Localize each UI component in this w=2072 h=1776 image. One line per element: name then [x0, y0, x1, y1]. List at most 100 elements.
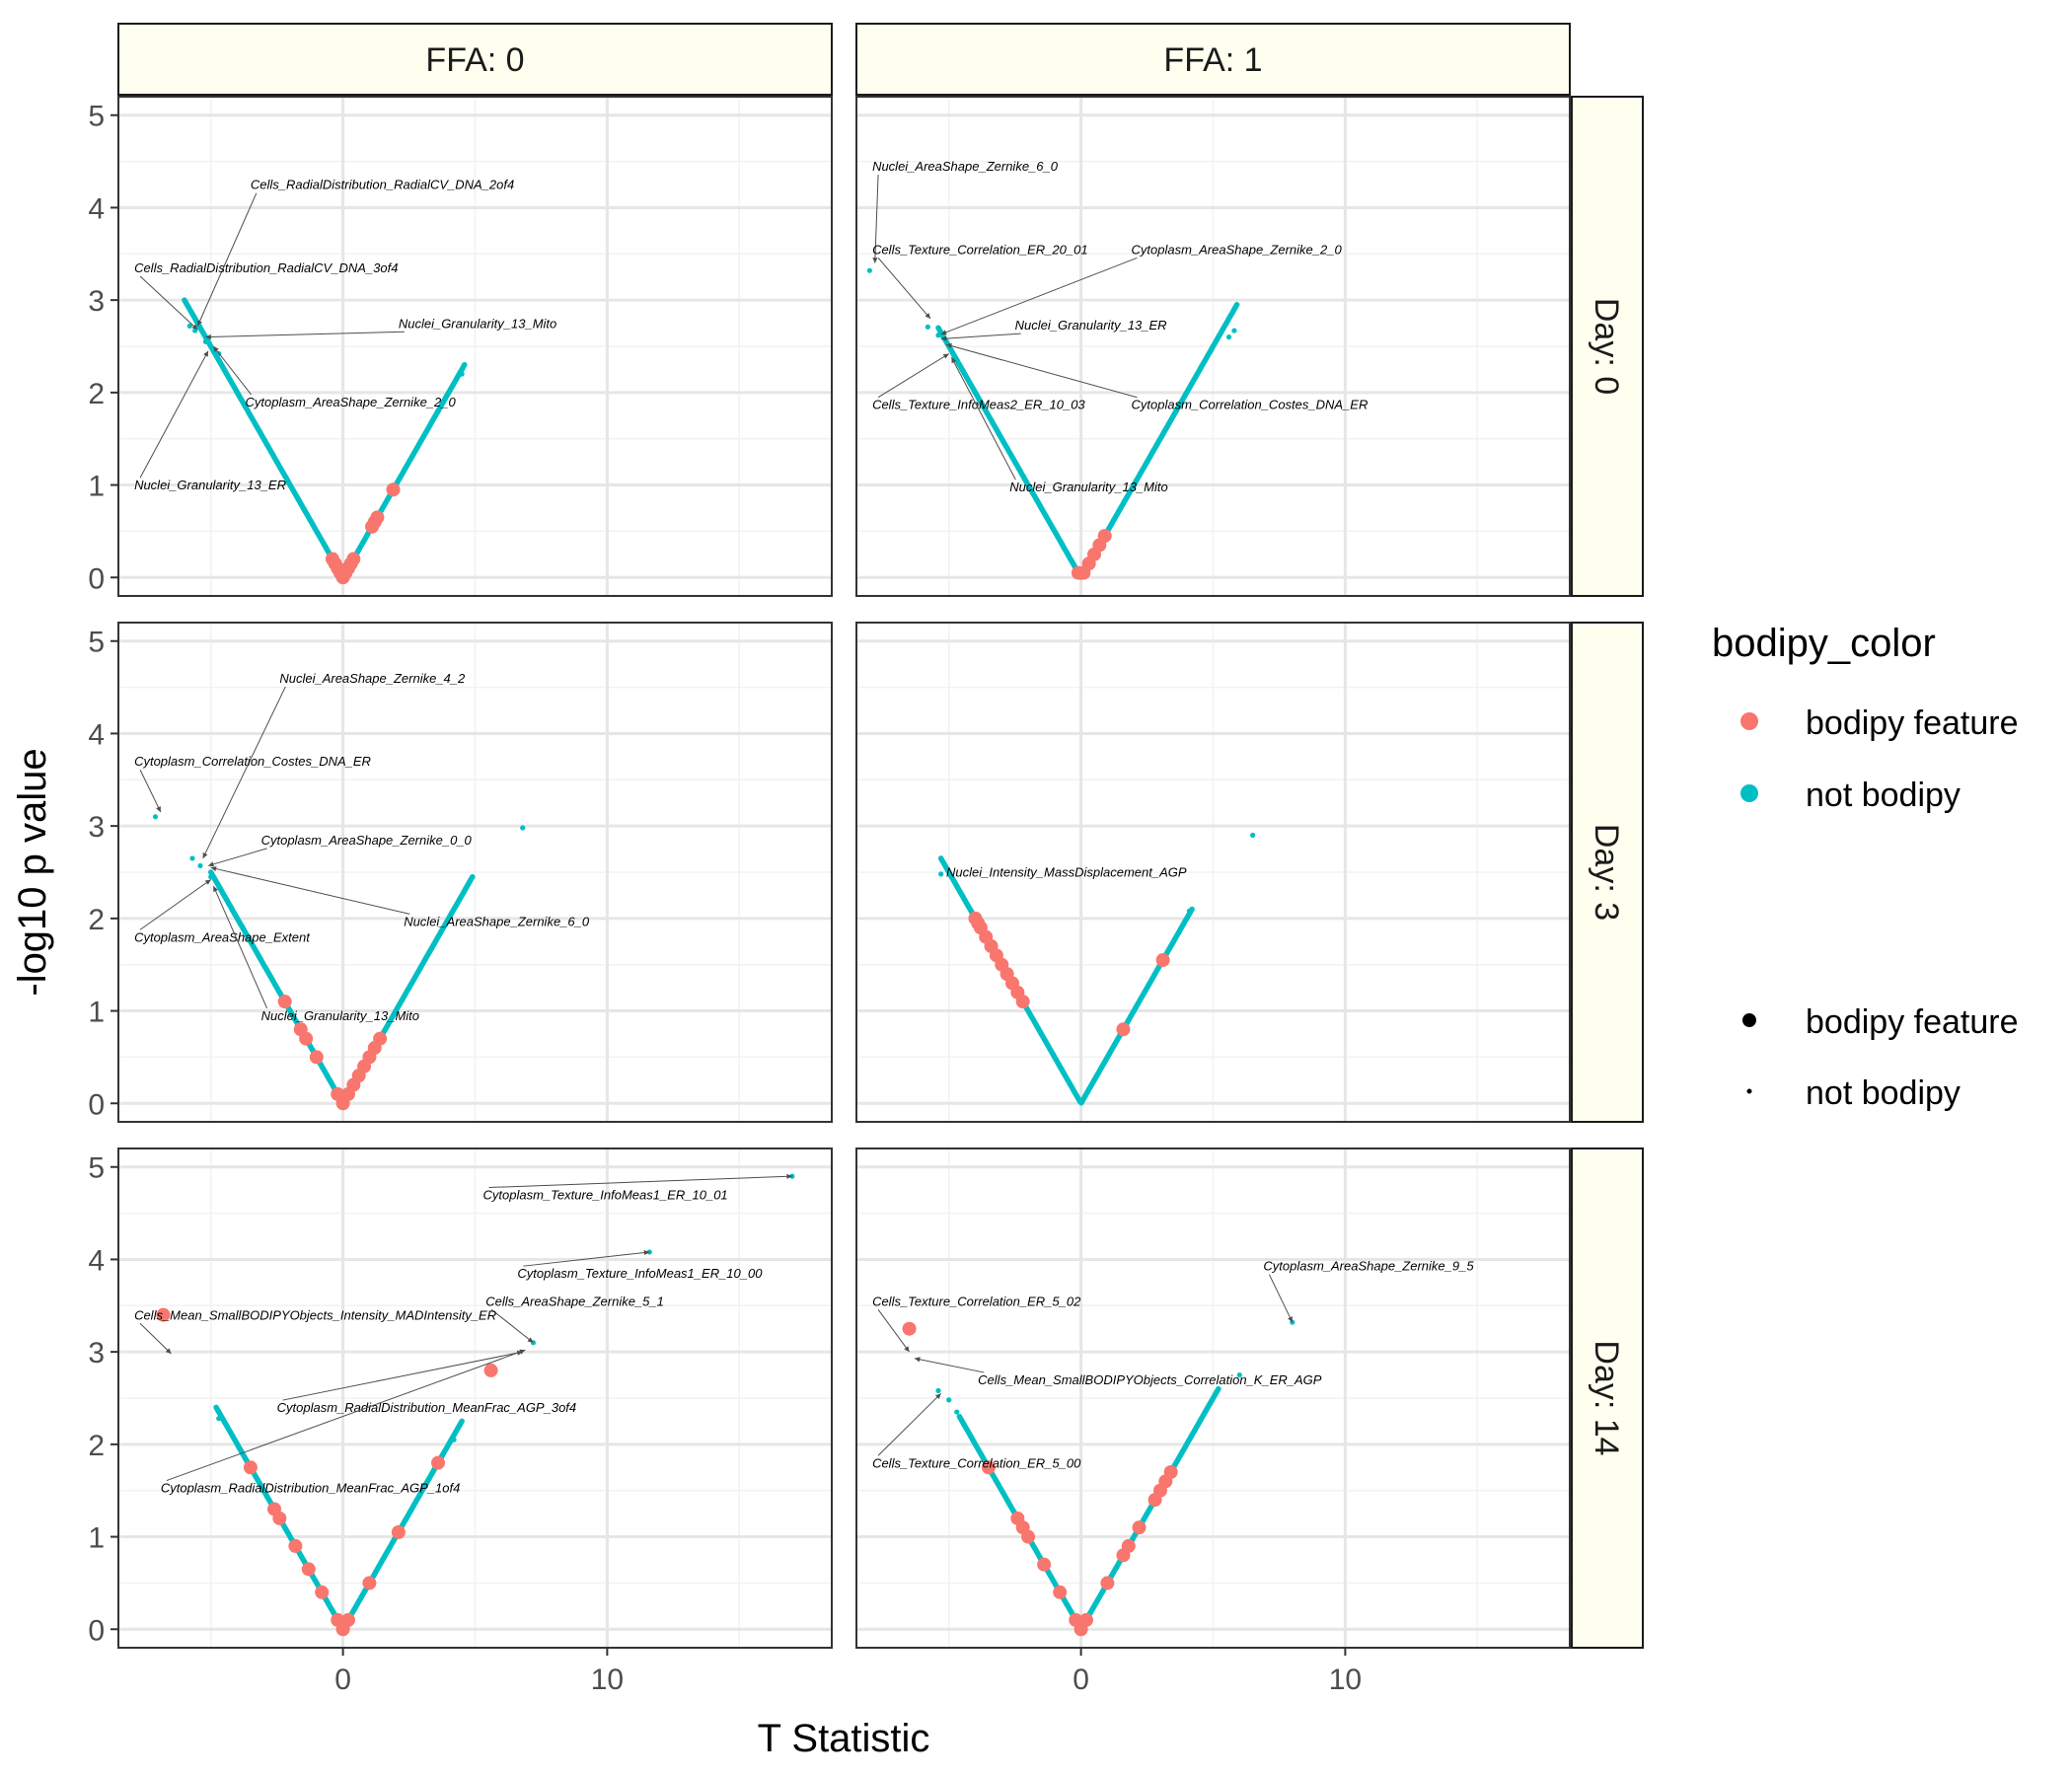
y-tick-label: 4	[88, 1244, 105, 1277]
annotation-arrowhead	[925, 313, 930, 319]
panel-ffa1-day14: Cells_Texture_Correlation_ER_5_02 Cells_M…	[855, 1147, 1571, 1696]
annotation-arrowhead	[191, 324, 198, 331]
annotation-label: Nuclei_AreaShape_Zernike_6_0	[404, 914, 590, 928]
not-bodipy-point	[189, 855, 195, 861]
y-tick-label: 2	[88, 1430, 105, 1462]
bodipy-feature-point	[483, 1363, 498, 1377]
bodipy-feature-point	[1053, 1585, 1068, 1599]
annotation-label: Nuclei_Granularity_13_Mito	[261, 1008, 419, 1023]
bodipy-feature-point	[1021, 1529, 1036, 1544]
panel-ffa0-day0: Cells_RadialDistribution_RadialCV_DNA_2o…	[88, 96, 833, 597]
annotation-label: Nuclei_AreaShape_Zernike_6_0	[872, 159, 1059, 174]
legend-size-label-bodipy: bodipy feature	[1806, 1003, 2019, 1041]
annotation-label: Cytoplasm_AreaShape_Extent	[134, 929, 311, 944]
annotation-label: Cells_Texture_Correlation_ER_20_01	[872, 242, 1088, 257]
annotation-arrowhead	[942, 353, 949, 359]
bodipy-feature-point	[1155, 953, 1170, 968]
annotation-arrowhead	[202, 851, 208, 858]
not-bodipy-point	[935, 333, 941, 338]
annotation-arrowhead	[904, 1346, 910, 1353]
y-tick-label: 2	[88, 904, 105, 936]
bodipy-feature-point	[1015, 995, 1030, 1009]
not-bodipy-point	[866, 267, 872, 273]
bodipy-feature-point	[1163, 1464, 1178, 1479]
bodipy-feature-point	[1097, 529, 1112, 544]
annotation-label: Cells_RadialDistribution_RadialCV_DNA_3o…	[134, 260, 398, 275]
annotation-label: Cytoplasm_AreaShape_Zernike_2_0	[246, 395, 457, 409]
bodipy-feature-point	[902, 1321, 917, 1336]
y-tick-label: 0	[88, 562, 105, 595]
annotation-label: Cells_Mean_SmallBODIPYObjects_Intensity_…	[134, 1307, 496, 1322]
annotation-label: Nuclei_Granularity_13_Mito	[1009, 480, 1167, 494]
annotation-label: Cells_Texture_Correlation_ER_5_00	[872, 1455, 1081, 1470]
y-tick-label: 1	[88, 1522, 105, 1555]
annotation-leader-line	[139, 879, 212, 930]
strip-ffa1-label: FFA: 1	[1163, 41, 1262, 79]
annotation-label: Cells_RadialDistribution_RadialCV_DNA_2o…	[251, 178, 514, 192]
not-bodipy-point	[925, 324, 930, 330]
annotation-leader-line	[212, 885, 268, 1009]
not-bodipy-point	[208, 874, 214, 880]
bodipy-feature-point	[1132, 1520, 1147, 1535]
bodipy-feature-point	[299, 1031, 314, 1046]
y-tick-label: 4	[88, 718, 105, 751]
not-bodipy-point	[1186, 908, 1192, 914]
annotation-leader-line	[207, 848, 267, 866]
bodipy-feature-point	[431, 1455, 446, 1470]
annotation-label: Cells_Texture_InfoMeas2_ER_10_03	[872, 398, 1085, 412]
y-tick-label: 3	[88, 285, 105, 318]
x-tick-label: 10	[591, 1664, 624, 1696]
legend: bodipy_color bodipy feature not bodipy b…	[1712, 622, 2019, 1112]
y-tick-label: 4	[88, 192, 105, 225]
annotation-label: Cells_Texture_Correlation_ER_5_02	[872, 1294, 1081, 1308]
strip-day3-label: Day: 3	[1588, 824, 1625, 921]
bodipy-feature-point	[1116, 1022, 1131, 1037]
panel-ffa1-day3: Nuclei_Intensity_MassDisplacement_AGP	[855, 622, 1571, 1123]
bodipy-feature-point	[309, 1050, 324, 1065]
annotation-arrowhead	[951, 357, 957, 364]
column-strips: FFA: 0 FFA: 1	[117, 23, 1571, 96]
bodipy-feature-point	[386, 482, 401, 497]
not-bodipy-point	[186, 323, 192, 329]
annotation-arrowhead	[203, 350, 209, 357]
row-strips: Day: 0 Day: 3 Day: 14	[1571, 96, 1644, 1649]
annotation-leader-line	[139, 1322, 172, 1355]
panel-border	[855, 1147, 1571, 1649]
bodipy-feature-point	[362, 1576, 377, 1591]
legend-size-key-not-bodipy	[1746, 1088, 1752, 1094]
not-bodipy-point	[646, 1249, 652, 1255]
annotation-arrowhead	[213, 886, 218, 893]
annotation-leader-line	[1268, 1274, 1294, 1323]
annotation-arrowhead	[935, 1393, 941, 1399]
y-tick-label: 2	[88, 378, 105, 410]
bodipy-feature-point	[272, 1511, 287, 1525]
annotation-leader-line	[139, 350, 209, 479]
annotation-label: Cytoplasm_AreaShape_Zernike_2_0	[1131, 242, 1342, 257]
annotation-leader-line	[139, 275, 198, 331]
y-tick-label: 1	[88, 471, 105, 503]
bodipy-feature-point	[288, 1538, 303, 1553]
annotation-leader-line	[488, 1175, 792, 1189]
bodipy-feature-point	[981, 1460, 996, 1475]
annotation-leader-line	[877, 1392, 942, 1456]
bodipy-feature-point	[1037, 1557, 1052, 1572]
annotation-label: Cells_AreaShape_Zernike_5_1	[485, 1294, 664, 1308]
annotation-leader-line	[166, 1349, 526, 1482]
not-bodipy-point	[152, 814, 159, 820]
not-bodipy-point	[202, 338, 208, 344]
annotation-arrowhead	[210, 866, 217, 872]
bodipy-feature-point	[1121, 1538, 1136, 1553]
annotation-label: Cells_Mean_SmallBODIPYObjects_Correlatio…	[978, 1372, 1322, 1387]
bodipy-feature-point	[346, 552, 361, 566]
not-bodipy-point	[1236, 1371, 1242, 1378]
annotation-arrowhead	[946, 343, 952, 349]
annotation-arrowhead	[1288, 1316, 1293, 1323]
annotation-leader-line	[210, 866, 410, 915]
bodipy-feature-point	[373, 1031, 388, 1046]
x-tick-label: 10	[1329, 1664, 1362, 1696]
annotation-leader-line	[196, 192, 258, 327]
annotation-label: Cytoplasm_Correlation_Costes_DNA_ER	[134, 754, 371, 769]
not-bodipy-point	[451, 1437, 457, 1443]
facet-panels: Cells_RadialDistribution_RadialCV_DNA_2o…	[88, 96, 1571, 1696]
